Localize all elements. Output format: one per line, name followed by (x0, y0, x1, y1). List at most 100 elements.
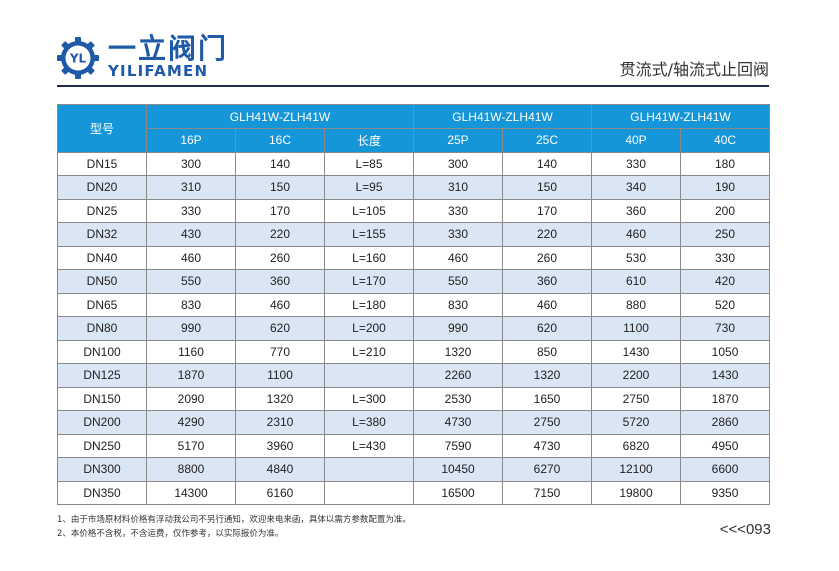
model-cell: DN100 (57, 339, 147, 364)
value-cell: 2090 (146, 386, 236, 411)
value-cell: 170 (235, 198, 325, 223)
model-cell: DN20 (57, 175, 147, 200)
value-cell: L=95 (324, 175, 414, 200)
value-cell: L=210 (324, 339, 414, 364)
model-cell: DN150 (57, 386, 147, 411)
value-cell: 2750 (591, 386, 682, 411)
value-cell: 550 (413, 269, 503, 294)
column-header: 25C (501, 128, 593, 153)
value-cell: 1430 (680, 363, 771, 388)
value-cell: 300 (413, 151, 503, 176)
value-cell: 4730 (501, 433, 593, 458)
column-header: 40C (680, 128, 771, 153)
value-cell: 620 (501, 316, 593, 341)
value-cell: L=155 (324, 222, 414, 247)
table-row: DN300 8800 4840 10450 6270 12100 6600 (57, 457, 771, 482)
value-cell: 460 (413, 245, 503, 270)
value-cell: 330 (146, 198, 236, 223)
table-row: DN65 830 460 L=180 830 460 880 520 (57, 292, 771, 317)
model-cell: DN15 (57, 151, 147, 176)
value-cell: 220 (235, 222, 325, 247)
value-cell: 5720 (591, 410, 682, 435)
page-number: <<<093 (719, 521, 771, 538)
value-cell: 14300 (146, 480, 236, 505)
value-cell: 330 (680, 245, 771, 270)
value-cell: 460 (591, 222, 682, 247)
value-cell: 880 (591, 292, 682, 317)
value-cell: 830 (146, 292, 236, 317)
value-cell: 2530 (413, 386, 503, 411)
value-cell (324, 457, 414, 482)
value-cell: 19800 (591, 480, 682, 505)
value-cell: L=160 (324, 245, 414, 270)
table-row: DN200 4290 2310 L=380 4730 2750 5720 2860 (57, 410, 771, 435)
group-header: GLH41W-ZLH41W (412, 104, 593, 129)
model-header: 型号 (57, 104, 147, 153)
header-divider (57, 85, 769, 87)
value-cell: 12100 (591, 457, 682, 482)
value-cell: 330 (591, 151, 682, 176)
value-cell: 9350 (680, 480, 771, 505)
table-row: DN40 460 260 L=160 460 260 530 330 (57, 245, 771, 270)
table-row: DN50 550 360 L=170 550 360 610 420 (57, 269, 771, 294)
footnote: 1、由于市场原材料价格有浮动我公司不另行通知，欢迎来电来函，具体以需方参数配置为… (57, 515, 411, 525)
gear-logo-icon: YL (57, 37, 99, 79)
value-cell: L=300 (324, 386, 414, 411)
value-cell: 330 (413, 198, 503, 223)
value-cell: L=170 (324, 269, 414, 294)
table-row: DN100 1160 770 L=210 1320 850 1430 1050 (57, 339, 771, 364)
model-cell: DN50 (57, 269, 147, 294)
value-cell: 1650 (501, 386, 593, 411)
value-cell: 190 (680, 175, 771, 200)
column-header: 16P (146, 128, 236, 153)
table-row: DN20 310 150 L=95 310 150 340 190 (57, 175, 771, 200)
value-cell: 2860 (680, 410, 771, 435)
value-cell: 420 (680, 269, 771, 294)
value-cell: 310 (413, 175, 503, 200)
value-cell: 830 (413, 292, 503, 317)
table-row: DN150 2090 1320 L=300 2530 1650 2750 1870 (57, 386, 771, 411)
value-cell: 10450 (413, 457, 503, 482)
value-cell: 4730 (413, 410, 503, 435)
brand-name-cn: 一立阀门 (108, 32, 229, 65)
value-cell: L=430 (324, 433, 414, 458)
value-cell: 460 (235, 292, 325, 317)
value-cell: 2310 (235, 410, 325, 435)
footnote: 2、本价格不含税，不含运费，仅作参考，以实际报价为准。 (57, 529, 284, 539)
value-cell: 250 (680, 222, 771, 247)
group-header: GLH41W-ZLH41W (591, 104, 771, 129)
value-cell: 7150 (501, 480, 593, 505)
model-cell: DN300 (57, 457, 147, 482)
value-cell: 7590 (413, 433, 503, 458)
value-cell: 2750 (501, 410, 593, 435)
model-cell: DN250 (57, 433, 147, 458)
page-title: 贯流式/轴流式止回阀 (619, 60, 769, 79)
value-cell: L=180 (324, 292, 414, 317)
footnotes: 1、由于市场原材料价格有浮动我公司不另行通知，欢迎来电来函，具体以需方参数配置为… (57, 513, 411, 541)
table-row: DN125 1870 1100 2260 1320 2200 1430 (57, 363, 771, 388)
value-cell: 140 (235, 151, 325, 176)
value-cell: 6600 (680, 457, 771, 482)
table-row: DN80 990 620 L=200 990 620 1100 730 (57, 316, 771, 341)
table-row: DN25 330 170 L=105 330 170 360 200 (57, 198, 771, 223)
value-cell: L=85 (324, 151, 414, 176)
value-cell: 140 (501, 151, 593, 176)
column-header: 16C (235, 128, 325, 153)
model-cell: DN65 (57, 292, 147, 317)
value-cell: 1870 (680, 386, 771, 411)
model-cell: DN40 (57, 245, 147, 270)
value-cell: L=380 (324, 410, 414, 435)
value-cell (324, 363, 414, 388)
value-cell: 530 (591, 245, 682, 270)
value-cell: 1320 (235, 386, 325, 411)
value-cell: 1430 (591, 339, 682, 364)
brand-name-en: YILIFAMEN (108, 62, 209, 80)
value-cell: 4950 (680, 433, 771, 458)
value-cell: 1870 (146, 363, 236, 388)
value-cell: 520 (680, 292, 771, 317)
table-row: DN32 430 220 L=155 330 220 460 250 (57, 222, 771, 247)
value-cell: 300 (146, 151, 236, 176)
value-cell: 770 (235, 339, 325, 364)
value-cell: 360 (591, 198, 682, 223)
value-cell: L=105 (324, 198, 414, 223)
